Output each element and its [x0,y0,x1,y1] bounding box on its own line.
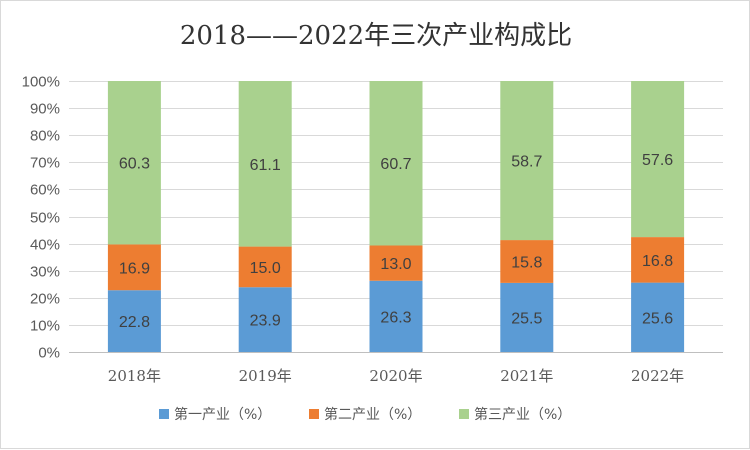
data-label: 16.8 [642,253,673,270]
bar-segment [238,81,292,247]
legend-swatch [309,409,319,419]
data-label: 61.1 [250,157,281,174]
data-label: 25.5 [511,310,542,327]
data-label: 22.8 [119,314,150,331]
x-tick-label: 2022年 [631,367,684,385]
data-label: 15.0 [250,260,281,277]
data-label: 16.9 [119,260,150,277]
bar-segment [631,81,685,238]
y-tick-label: 100% [22,74,60,91]
y-tick-label: 30% [30,264,60,281]
bar-groups [107,81,685,352]
bar-segment [107,290,161,352]
bar-segment [107,81,161,245]
legend: 第一产业（%） 第二产业（%） 第三产业（%） [159,406,571,423]
data-label: 58.7 [511,154,542,171]
legend-label: 第三产业（%） [474,406,571,423]
chart-title: 2018——2022年三次产业构成比 [180,21,572,51]
data-label: 60.3 [119,156,150,173]
y-tick-label: 40% [30,237,60,254]
legend-label: 第一产业（%） [174,406,271,423]
bar-segment [369,245,423,281]
data-label: 57.6 [642,152,673,169]
legend-swatch [459,409,469,419]
x-tick-label: 2021年 [500,367,553,385]
bar-segment [369,81,423,246]
y-tick-label: 20% [30,291,60,308]
data-label: 13.0 [380,256,411,273]
bar-segment [631,282,685,352]
y-tick-label: 80% [30,128,60,145]
data-label: 26.3 [380,309,411,326]
bar-segment [500,282,554,352]
y-tick-label: 90% [30,101,60,118]
x-tick-label: 2018年 [108,367,161,385]
legend-swatch [159,409,169,419]
data-label: 23.9 [250,313,281,330]
y-tick-label: 50% [30,210,60,227]
data-label: 25.6 [642,310,673,327]
y-axis-ticks: 0% 10% 20% 30% 40% 50% 60% 70% 80% 90% 100% [22,74,60,362]
legend-label: 第二产业（%） [324,406,421,423]
bar-segment [238,246,292,288]
bar-segment [238,287,292,352]
y-tick-label: 0% [38,345,60,362]
data-labels: 22.8 16.9 60.3 23.9 15.0 61.1 26.3 13.0 60.7 25.5… [119,152,673,331]
y-tick-label: 70% [30,155,60,172]
bar-segment [500,81,554,241]
x-tick-label: 2019年 [239,367,292,385]
bar-segment [107,244,161,291]
bar-segment [500,240,554,283]
y-tick-label: 10% [30,318,60,335]
bar-segment [369,280,423,352]
y-tick-label: 60% [30,182,60,199]
x-tick-label: 2020年 [369,367,422,385]
x-axis-ticks: 2018年 2019年 2020年 2021年 2022年 [108,367,684,385]
data-label: 15.8 [511,254,542,271]
data-label: 60.7 [380,156,411,173]
bar-segment [631,237,685,283]
